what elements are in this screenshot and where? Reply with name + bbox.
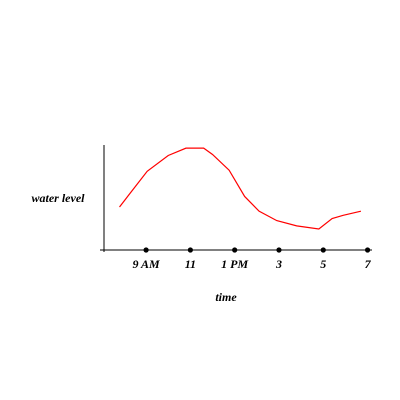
x-axis-label: time (215, 290, 237, 304)
x-tick-label: 9 AM (132, 257, 160, 271)
x-tick-label: 1 PM (221, 257, 248, 271)
x-tick-mark (232, 247, 238, 253)
line (119, 147, 362, 230)
x-tick-label: 3 (275, 257, 282, 271)
x-tick-label: 5 (320, 257, 326, 271)
x-tick-label: 7 (365, 257, 372, 271)
x-tick-mark (143, 247, 149, 253)
y-axis-label: water level (32, 191, 86, 205)
x-tick-label: 11 (185, 257, 196, 271)
x-tick-mark (320, 247, 326, 253)
x-tick-mark (276, 247, 282, 253)
x-tick-mark (364, 247, 371, 253)
x-tick-mark (187, 247, 193, 253)
